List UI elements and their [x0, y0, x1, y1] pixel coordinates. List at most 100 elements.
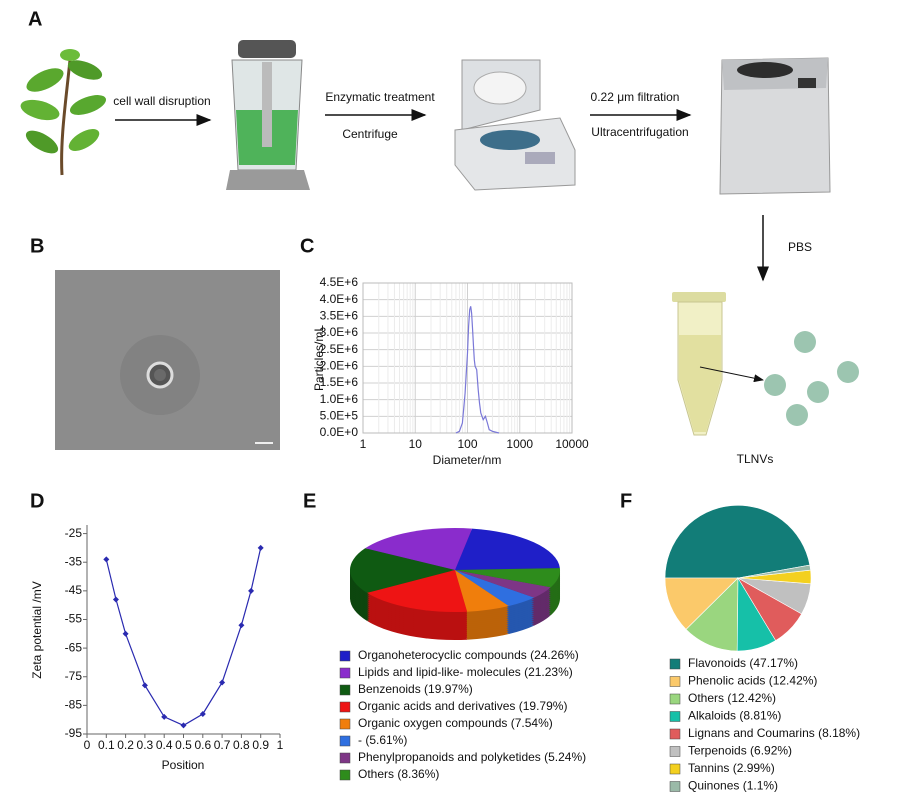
y-tick-label: -45 — [65, 583, 83, 597]
x-axis-label: Diameter/nm — [433, 453, 502, 467]
plant-icon — [20, 49, 107, 176]
blender-icon — [226, 40, 310, 190]
step-label: Ultracentrifugation — [591, 125, 688, 139]
x-axis-label: Position — [162, 758, 205, 772]
legend-label: Phenylpropanoids and polyketides (5.24%) — [358, 750, 586, 764]
pie-slice — [455, 570, 551, 598]
data-point — [238, 622, 245, 629]
step-label: Centrifuge — [342, 127, 398, 141]
data-line — [455, 306, 500, 434]
pie-slice — [455, 528, 560, 570]
data-point — [112, 596, 119, 603]
legend-label: Organoheterocyclic compounds (24.26%) — [358, 648, 579, 662]
step-label: 0.22 μm filtration — [591, 90, 680, 104]
legend-swatch — [339, 650, 351, 662]
legend-label: Quinones (1.1%) — [688, 779, 778, 793]
legend-swatch — [339, 701, 351, 713]
data-point — [257, 544, 264, 551]
pie-slice — [455, 568, 561, 588]
product-label: TLNVs — [737, 452, 774, 466]
step-label: cell wall disruption — [113, 94, 210, 108]
legend-label: Benzenoids (19.97%) — [358, 682, 473, 696]
pie-slice — [455, 570, 535, 606]
x-tick-label: 0.9 — [252, 738, 269, 752]
pie-slice — [367, 570, 468, 612]
x-tick-label: 0.7 — [214, 738, 231, 752]
y-tick-label: 1.0E+6 — [320, 392, 359, 406]
y-tick-label: -35 — [65, 554, 83, 568]
pie-slice — [365, 528, 473, 570]
legend-swatch — [339, 735, 351, 747]
legend-label: Lignans and Coumarins (8.18%) — [688, 726, 860, 740]
panel-label: C — [300, 235, 314, 257]
x-tick-label: 0.5 — [175, 738, 192, 752]
y-axis-label: Particles/mL — [312, 325, 326, 391]
y-tick-label: -75 — [65, 669, 83, 683]
legend-swatch — [669, 693, 681, 705]
legend-swatch — [669, 676, 681, 687]
data-point — [122, 630, 129, 637]
x-tick-label: 0.3 — [137, 738, 154, 752]
panel-label: D — [30, 490, 44, 512]
legend-label: Tannins (2.99%) — [688, 761, 775, 775]
pie-slice — [664, 577, 739, 630]
x-tick-label: 1 — [277, 738, 284, 752]
data-point — [248, 587, 255, 594]
pie-slice — [664, 505, 811, 579]
y-tick-label: -95 — [65, 726, 83, 740]
panel-label: E — [303, 490, 316, 512]
y-tick-label: 0.0E+0 — [320, 425, 359, 439]
legend-label: Lipids and lipid-like- molecules (21.23%… — [358, 665, 573, 679]
step-label: Enzymatic treatment — [325, 90, 435, 104]
plot-frame — [362, 282, 573, 434]
x-tick-label: 0.6 — [194, 738, 211, 752]
x-tick-label: 10000 — [555, 437, 589, 451]
y-tick-label: -85 — [65, 698, 83, 712]
panel-label: F — [620, 490, 632, 512]
x-tick-label: 1 — [360, 437, 367, 451]
data-point — [141, 682, 148, 689]
legend-swatch — [669, 781, 681, 792]
pie-slice — [737, 564, 811, 579]
y-tick-label: 1.5E+6 — [320, 375, 359, 389]
legend-swatch — [339, 667, 351, 679]
y-tick-label: -55 — [65, 612, 83, 626]
legend-swatch — [669, 711, 681, 722]
legend-swatch — [669, 763, 681, 775]
centrifuge-icon — [454, 59, 576, 191]
legend-label: Terpenoids (6.92%) — [688, 744, 792, 758]
legend-swatch — [339, 718, 351, 730]
y-tick-label: 2.0E+6 — [320, 359, 359, 373]
y-tick-label: 3.0E+6 — [320, 325, 359, 339]
data-point — [180, 722, 187, 729]
y-tick-label: 2.5E+6 — [320, 342, 359, 356]
tem-image — [55, 270, 280, 450]
ultracentrifuge-icon — [719, 57, 831, 195]
legend-swatch — [669, 658, 681, 670]
x-tick-label: 0.4 — [156, 738, 173, 752]
legend-label: Others (12.42%) — [688, 691, 776, 705]
y-tick-label: -25 — [65, 526, 83, 540]
legend-label: - (5.61%) — [358, 733, 407, 747]
x-tick-label: 0.8 — [233, 738, 250, 752]
legend-label: Flavonoids (47.17%) — [688, 656, 798, 670]
data-point — [103, 556, 110, 563]
legend-swatch — [669, 728, 681, 740]
data-line — [105, 547, 262, 727]
legend-label: Organic oxygen compounds (7.54%) — [358, 716, 553, 730]
y-tick-label: 4.5E+6 — [320, 275, 359, 289]
x-tick-label: 0.1 — [98, 738, 115, 752]
data-point — [199, 710, 206, 717]
tube-icon — [672, 292, 859, 436]
x-tick-label: 0.2 — [117, 738, 134, 752]
y-tick-label: -65 — [65, 640, 83, 654]
pie-slice — [350, 548, 455, 593]
legend-swatch — [339, 684, 351, 696]
legend-label: Others (8.36%) — [358, 767, 439, 781]
x-tick-label: 100 — [457, 437, 477, 451]
panel-label: A — [28, 8, 42, 30]
y-tick-label: 4.0E+6 — [320, 292, 359, 306]
x-tick-label: 1000 — [506, 437, 533, 451]
data-point — [219, 679, 226, 686]
data-point — [161, 713, 168, 720]
